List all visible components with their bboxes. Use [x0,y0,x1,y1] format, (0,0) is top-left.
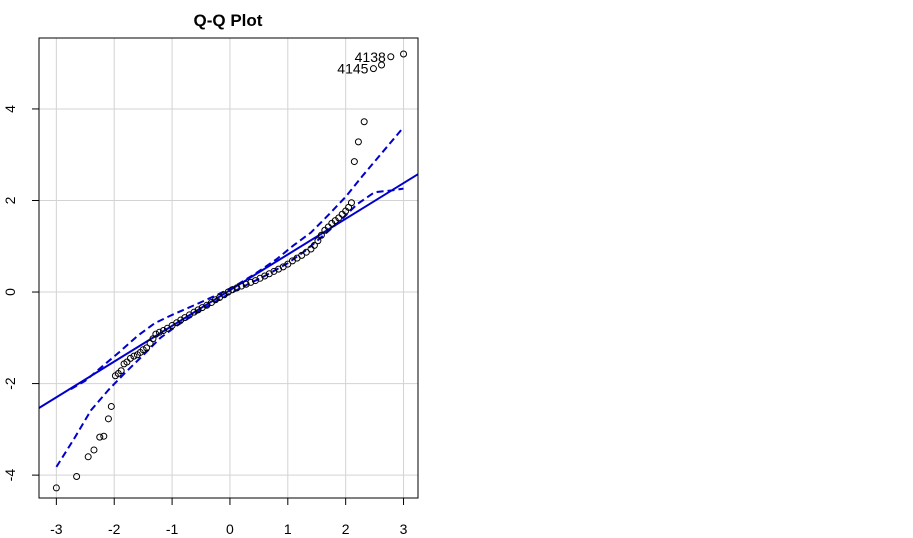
x-axis: -3 -2 -1 0 1 2 3 [50,498,408,537]
data-point [387,53,395,61]
data-point [307,245,315,253]
data-point [143,344,151,352]
data-point [177,316,185,324]
data-point [123,358,131,366]
data-point [324,223,332,231]
y-tick-label: -2 [2,377,18,390]
data-point [84,453,92,461]
y-axis: -4 -2 0 2 4 [2,105,39,481]
data-point [126,354,134,362]
point-label: 4138 [355,49,386,65]
data-point [104,415,112,423]
data-point [247,278,255,286]
data-point [139,346,147,354]
data-point [211,296,219,304]
point-label: 4145 [337,61,368,77]
lines [38,126,419,468]
data-point [314,237,322,245]
x-tick-label: 0 [226,521,234,537]
data-point [159,326,167,334]
data-point [350,158,358,166]
reference-line [38,173,419,409]
data-point [369,65,377,73]
data-point [354,138,362,146]
data-point [100,432,108,440]
y-tick-label: 4 [2,105,18,113]
data-point [360,118,368,126]
data-point [224,288,232,296]
data-point [130,352,138,360]
data-point [73,472,81,480]
data-point [228,286,236,294]
data-point [378,61,386,69]
y-tick-label: 2 [2,196,18,204]
data-point [96,433,104,441]
data-point [242,280,250,288]
data-point [335,214,343,222]
points [52,50,408,492]
data-point [107,402,115,410]
x-tick-label: 1 [284,521,292,537]
data-point [302,248,310,256]
x-tick-label: 2 [342,521,350,537]
data-point [298,251,306,259]
data-point [90,446,98,454]
data-point [347,199,355,207]
data-point [400,50,408,58]
x-tick-label: 3 [400,521,408,537]
data-point [238,282,246,290]
plot-frame [38,37,419,499]
x-tick-label: -3 [50,521,63,537]
data-point [152,330,160,338]
data-point [317,231,325,239]
grid [39,38,418,498]
data-point [117,367,125,375]
envelope-upper [70,126,405,390]
data-point [284,260,292,268]
y-tick-label: 0 [2,288,18,296]
data-point [233,284,241,292]
data-point [194,306,202,314]
envelope-lower [55,187,404,468]
data-point [190,308,198,316]
data-point [155,328,163,336]
x-tick-label: -1 [166,521,179,537]
x-tick-label: -2 [108,521,121,537]
data-point [52,484,60,492]
y-tick-label: -4 [2,469,18,482]
chart-title: Q-Q Plot [194,11,263,30]
data-point [310,241,318,249]
